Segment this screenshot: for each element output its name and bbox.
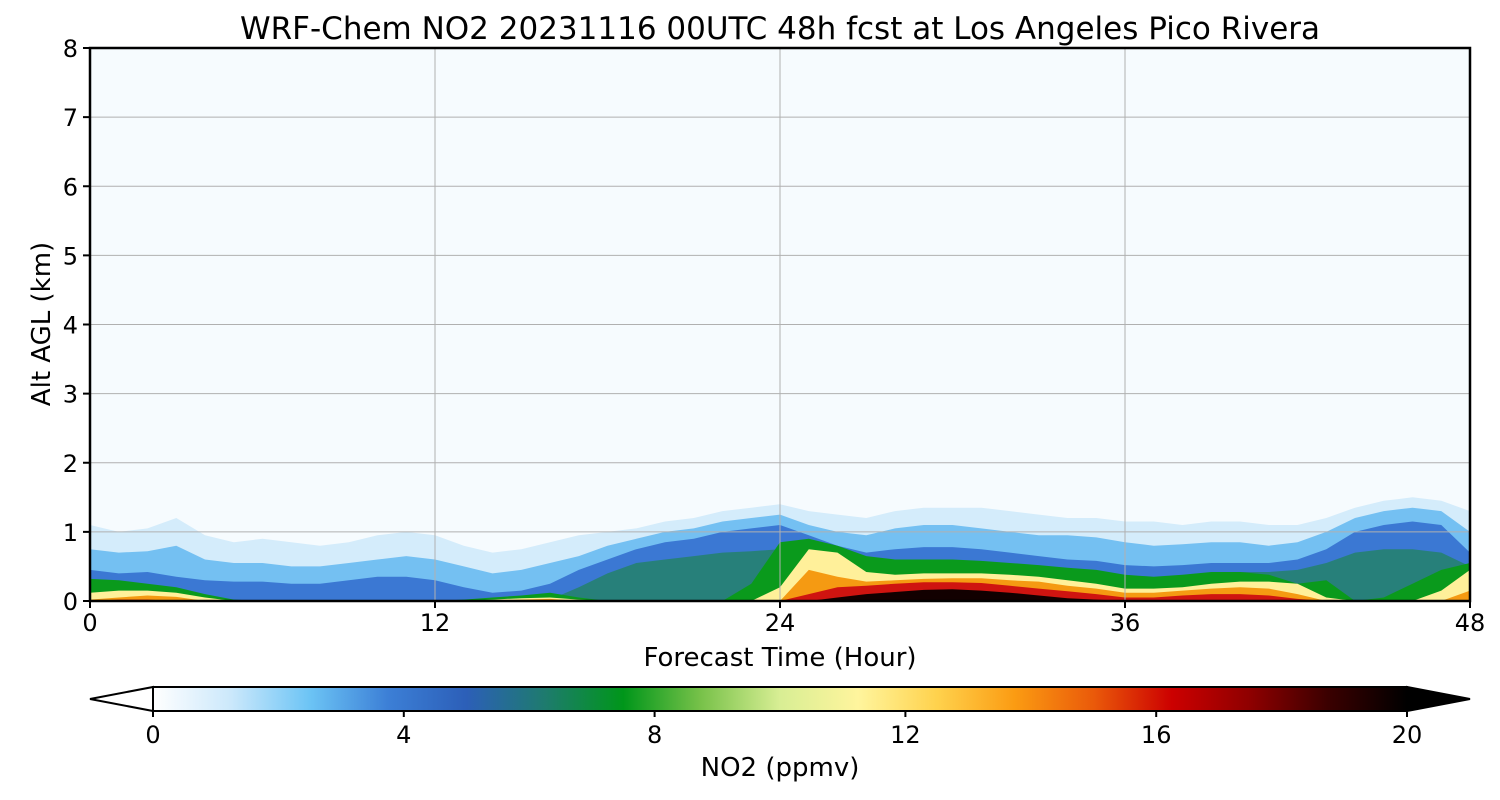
colorbar-body — [153, 687, 1407, 711]
chart-title: WRF-Chem NO2 20231116 00UTC 48h fcst at … — [240, 11, 1320, 47]
x-axis: 0 12 24 36 48 — [82, 601, 1485, 637]
colorbar-ticks: 0 4 8 12 16 20 — [145, 711, 1422, 749]
y-axis: 0 1 2 3 4 5 6 7 8 — [63, 35, 90, 616]
x-tick-label: 0 — [82, 609, 97, 637]
y-tick-label: 3 — [63, 381, 78, 409]
y-axis-label: Alt AGL (km) — [27, 242, 57, 406]
y-tick-label: 4 — [63, 312, 78, 340]
y-tick-label: 2 — [63, 450, 78, 478]
colorbar-max-extension — [1406, 685, 1471, 713]
colorbar-tick-label: 8 — [647, 721, 662, 749]
y-tick-label: 6 — [63, 173, 78, 201]
colorbar-tick-label: 0 — [145, 721, 160, 749]
colorbar-min-extension — [89, 685, 154, 713]
x-tick-label: 24 — [765, 609, 796, 637]
colorbar-tick-label: 16 — [1141, 721, 1172, 749]
colorbar-label: NO2 (ppmv) — [701, 753, 860, 783]
colorbar-tick-label: 20 — [1392, 721, 1423, 749]
colorbar-tick-label: 12 — [890, 721, 921, 749]
y-tick-label: 7 — [63, 104, 78, 132]
plot-area — [88, 46, 1472, 603]
colorbar-tick-label: 4 — [396, 721, 411, 749]
y-tick-label: 1 — [63, 519, 78, 547]
colorbar: 0 4 8 12 16 20 NO2 (ppmv) — [89, 685, 1471, 783]
x-tick-label: 48 — [1455, 609, 1486, 637]
y-tick-label: 8 — [63, 35, 78, 63]
x-tick-label: 12 — [420, 609, 451, 637]
colorbar-frame — [152, 686, 1408, 712]
y-tick-label: 5 — [63, 242, 78, 270]
x-tick-label: 36 — [1110, 609, 1141, 637]
x-axis-label: Forecast Time (Hour) — [643, 643, 916, 673]
y-tick-label: 0 — [63, 588, 78, 616]
